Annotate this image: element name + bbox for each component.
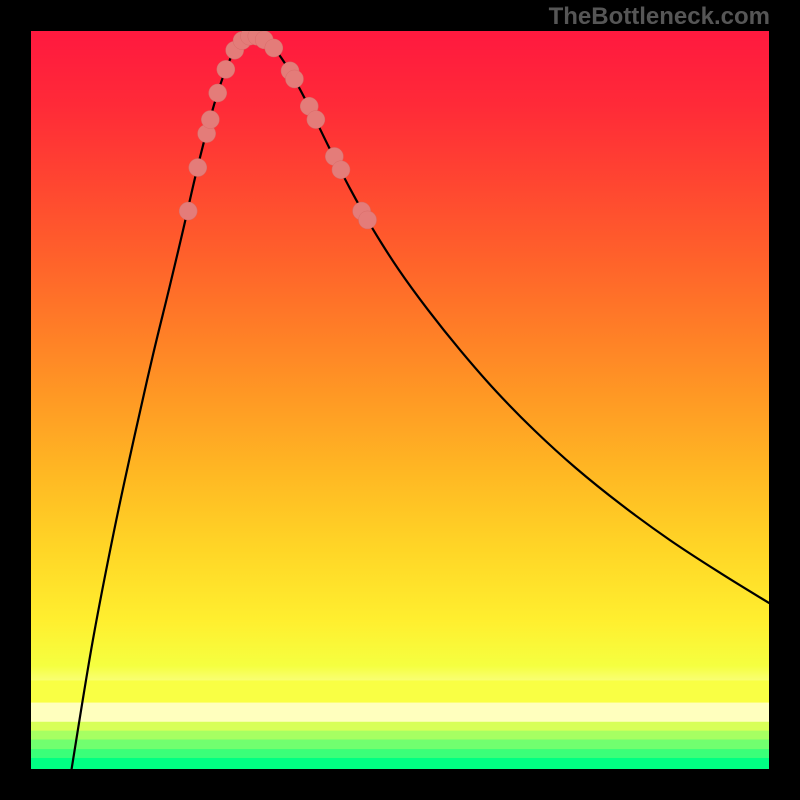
data-point-marker	[307, 111, 325, 129]
plot-area	[31, 31, 769, 769]
chart-stage: TheBottleneck.com	[0, 0, 800, 800]
data-point-marker	[179, 202, 197, 220]
data-point-marker	[285, 70, 303, 88]
data-points	[31, 31, 769, 769]
data-point-marker	[201, 111, 219, 129]
watermark-text: TheBottleneck.com	[549, 3, 770, 31]
data-point-marker	[189, 159, 207, 177]
data-point-marker	[217, 60, 235, 78]
data-point-marker	[265, 39, 283, 57]
data-point-marker	[332, 161, 350, 179]
data-point-marker	[359, 211, 377, 229]
data-point-marker	[209, 84, 227, 102]
